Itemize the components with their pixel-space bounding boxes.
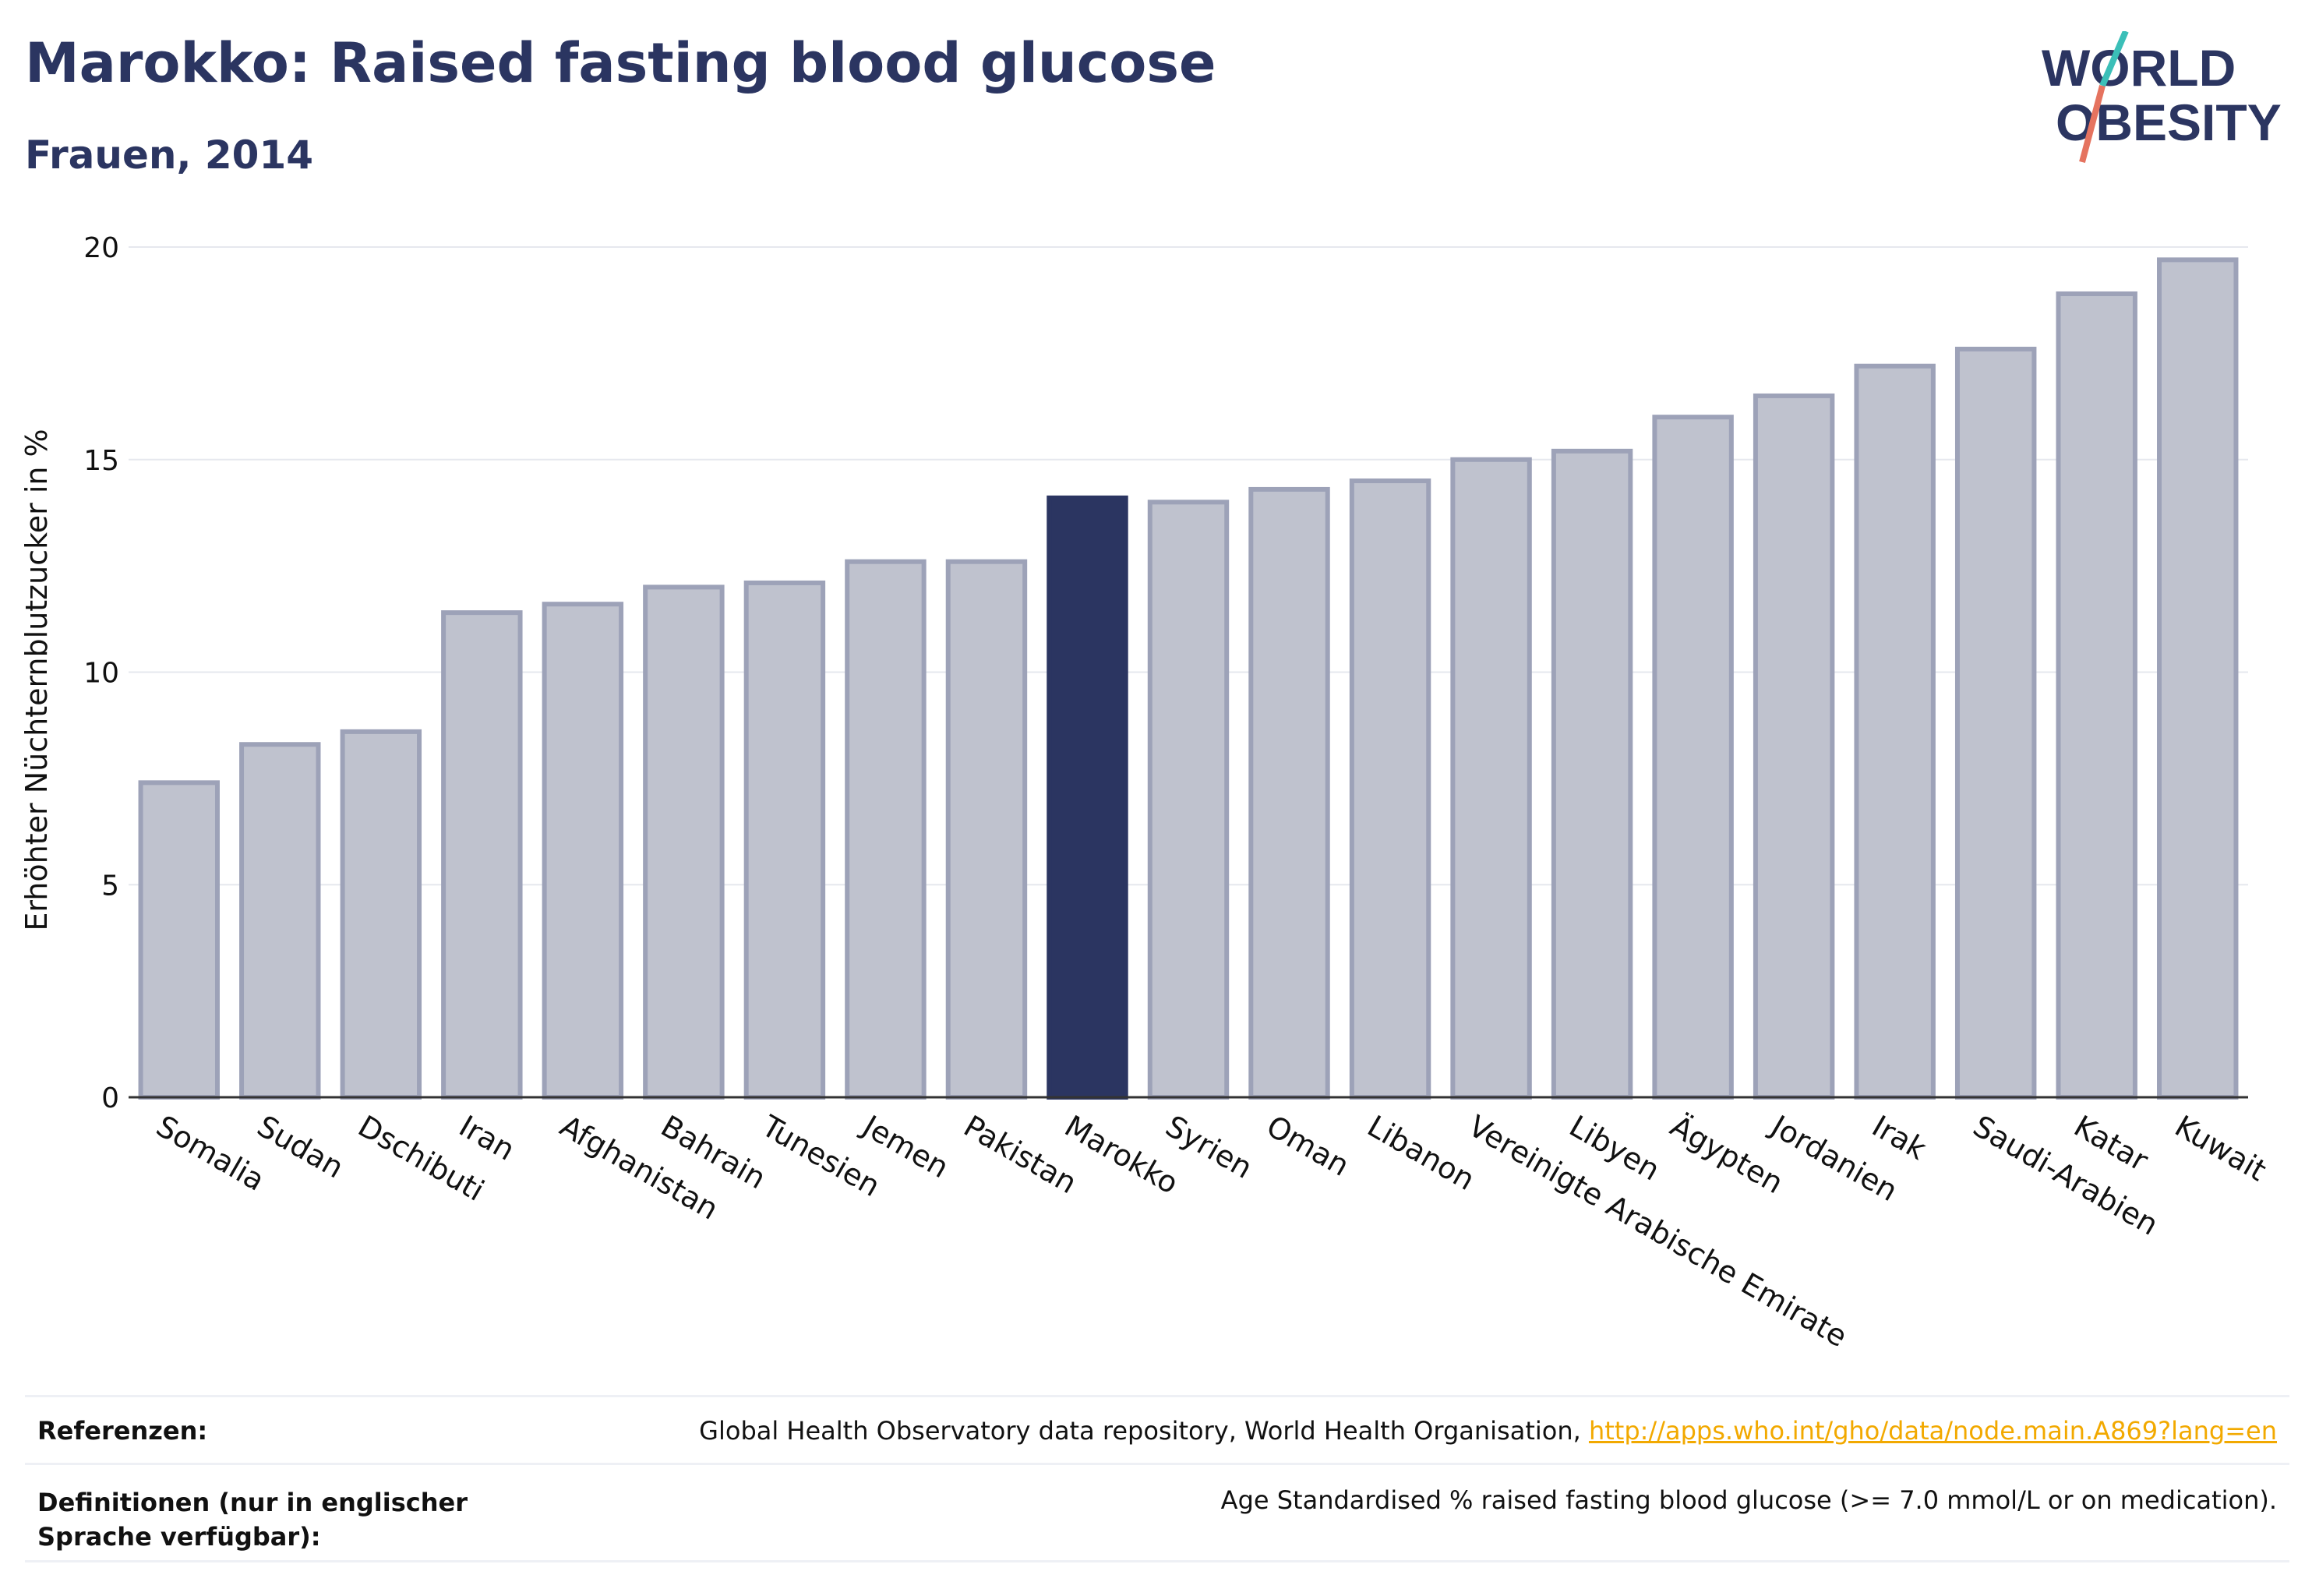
bar-20 <box>2157 257 2239 1100</box>
bar-2 <box>340 729 422 1100</box>
x-tick-label: Marokko <box>1059 1109 1184 1201</box>
x-tick-label: Iran <box>454 1109 521 1167</box>
bar-15 <box>1652 415 1734 1100</box>
bars <box>138 257 2239 1100</box>
definitions-row: Definitionen (nur in englischer Sprache … <box>25 1463 2289 1562</box>
y-axis-label: Erhöhter Nüchternblutzucker in % <box>19 429 54 930</box>
bar-13 <box>1450 457 1532 1100</box>
y-tick-label: 20 <box>83 232 119 264</box>
references-label: Referenzen: <box>37 1416 208 1446</box>
definitions-label: Definitionen (nur in englischer Sprache … <box>37 1488 468 1552</box>
x-tick-label: Libanon <box>1362 1109 1481 1197</box>
bar-18 <box>1954 346 2037 1100</box>
y-tick-label: 5 <box>101 870 119 902</box>
references-text: Global Health Observatory data repositor… <box>699 1416 1589 1446</box>
world-obesity-logo: WORLD OBESITY <box>2042 31 2282 164</box>
bar-16 <box>1753 393 1835 1100</box>
bar-5 <box>643 584 725 1100</box>
bar-17 <box>1854 363 1936 1100</box>
references-row: Referenzen: Global Health Observatory da… <box>25 1395 2289 1463</box>
references-table: Referenzen: Global Health Observatory da… <box>25 1395 2289 1562</box>
bar-0 <box>138 780 220 1100</box>
logo-line1: WORLD <box>2042 39 2236 97</box>
bar-19 <box>2056 291 2137 1100</box>
x-tick-label: Ägypten <box>1664 1109 1789 1201</box>
x-tick-label: Pakistan <box>958 1109 1082 1201</box>
y-tick-label: 15 <box>83 445 119 477</box>
bar-12 <box>1349 478 1431 1100</box>
x-tick-label: Oman <box>1261 1109 1355 1183</box>
bar-6 <box>743 580 826 1100</box>
chart-subtitle: Frauen, 2014 <box>25 132 314 178</box>
y-tick-label: 10 <box>83 658 119 690</box>
bar-11 <box>1248 486 1330 1100</box>
bar-14 <box>1551 448 1633 1100</box>
bar-3 <box>441 610 523 1100</box>
chart-title: Marokko: Raised fasting blood glucose <box>25 31 1216 95</box>
x-tick-label: Kuwait <box>2169 1109 2272 1188</box>
bar-8 <box>945 559 1028 1100</box>
y-tick-label: 0 <box>101 1082 119 1114</box>
x-tick-label: Somalia <box>150 1109 270 1198</box>
bar-1 <box>239 742 321 1100</box>
references-link[interactable]: http://apps.who.int/gho/data/node.main.A… <box>1588 1416 2277 1446</box>
bar-4 <box>542 602 624 1100</box>
bar-10 <box>1147 500 1230 1100</box>
references-value: Global Health Observatory data repositor… <box>699 1416 2277 1446</box>
definitions-value: Age Standardised % raised fasting blood … <box>1220 1485 2277 1515</box>
bar-highlight-9 <box>1047 495 1128 1100</box>
x-tick-label: Irak <box>1866 1109 1932 1167</box>
y-tick-labels: 0 5 10 15 20 <box>83 232 119 1114</box>
bar-7 <box>845 559 927 1100</box>
